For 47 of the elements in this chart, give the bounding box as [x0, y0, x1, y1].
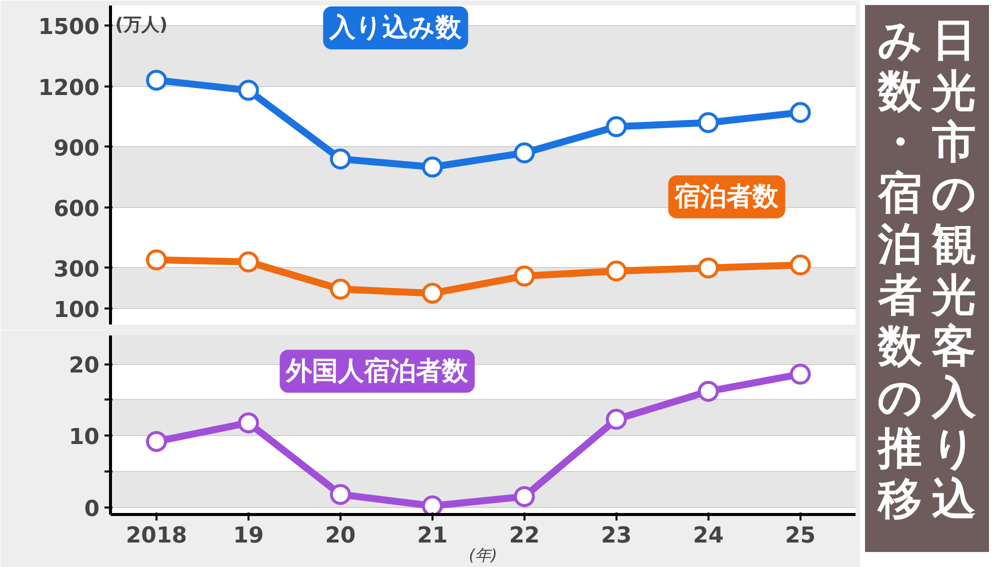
x-axis-title: (年) — [468, 546, 498, 564]
y-tick-label: 20 — [68, 354, 100, 379]
point — [514, 266, 535, 287]
point — [514, 142, 535, 164]
text: 入り込み数 — [328, 12, 463, 43]
point — [330, 148, 351, 170]
point — [238, 80, 259, 101]
point — [330, 484, 351, 505]
y-tick-label: 10 — [68, 425, 100, 450]
point — [422, 495, 443, 514]
y-axis-title: (万人) — [115, 14, 168, 36]
point — [790, 364, 811, 385]
point — [146, 70, 167, 91]
point — [698, 112, 719, 134]
series-label: 宿泊者数 — [674, 182, 780, 212]
point — [790, 102, 811, 123]
point — [790, 254, 811, 276]
y-tick-label: 0 — [84, 496, 100, 522]
x-tick-label: 20 — [325, 524, 356, 548]
point — [606, 408, 627, 430]
y-tick-label: 900 — [54, 136, 100, 162]
point — [422, 282, 443, 304]
y-tick-label: 100 — [54, 298, 100, 323]
x-tick-label: 21 — [417, 524, 448, 548]
point — [698, 257, 719, 278]
x-tick-label: 2018 — [126, 524, 188, 548]
point — [606, 260, 627, 282]
y-tick-label: 1200 — [38, 76, 100, 101]
x-tick-label: 22 — [509, 524, 540, 548]
point — [422, 156, 443, 178]
x-tick-label: 24 — [693, 524, 724, 548]
point — [146, 249, 167, 270]
point — [238, 251, 259, 272]
series-label: 外国人宿泊者数 — [285, 356, 470, 386]
point — [330, 278, 351, 300]
y-tick-label: 300 — [54, 257, 100, 282]
point — [146, 430, 167, 452]
point — [698, 380, 719, 402]
y-tick-label: 600 — [54, 196, 100, 222]
chart-title: 日光市の観光客入り込み数・宿泊者数の推移 — [878, 15, 976, 525]
point — [606, 116, 627, 138]
x-tick-label: 19 — [233, 524, 264, 548]
y-tick-label: 1500 — [38, 15, 100, 40]
x-tick-label: 25 — [785, 524, 816, 548]
point — [514, 486, 535, 508]
x-tick-label: 23 — [601, 524, 632, 548]
point — [238, 412, 259, 434]
